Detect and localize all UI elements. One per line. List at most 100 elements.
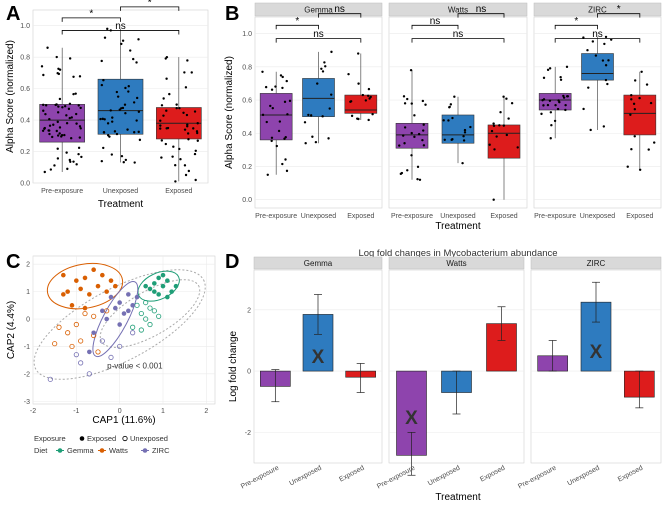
a-data-point bbox=[48, 132, 51, 136]
a-data-point bbox=[68, 102, 72, 105]
b-data-point bbox=[492, 198, 495, 201]
b-data-point bbox=[553, 119, 557, 123]
a-y-tick-label: 0.2 bbox=[20, 149, 30, 156]
a-data-point bbox=[79, 127, 82, 130]
c-point-unexposed bbox=[78, 360, 84, 366]
c-legend-label: Gemma bbox=[67, 446, 95, 455]
a-data-point bbox=[49, 168, 53, 171]
c-point-exposed bbox=[147, 286, 153, 292]
c-point-unexposed bbox=[69, 343, 75, 350]
b-x-tick-label: Pre-exposure bbox=[255, 213, 297, 220]
d-marker: X bbox=[405, 408, 418, 429]
b-data-point bbox=[321, 70, 325, 73]
b-data-point bbox=[421, 138, 424, 142]
b-data-point bbox=[283, 100, 287, 104]
d-marker: X bbox=[312, 347, 325, 368]
a-data-point bbox=[186, 123, 189, 126]
c-point-unexposed bbox=[65, 330, 71, 336]
a-data-point bbox=[159, 127, 162, 130]
b-data-point bbox=[461, 161, 464, 165]
d-x-tick-label: Unexposed bbox=[566, 465, 601, 488]
a-data-point bbox=[186, 59, 189, 62]
a-data-point bbox=[51, 135, 54, 139]
c-legend-label: ZIRC bbox=[152, 446, 170, 455]
b-x-tick-label: Exposed bbox=[490, 213, 517, 220]
a-data-point bbox=[192, 127, 195, 130]
c-point-exposed bbox=[100, 272, 105, 278]
b-data-point bbox=[638, 96, 641, 100]
panel-b: Gemma 0.0 0.2 0.4 0.6 0.8 1.0 ns * ns Pre-exposure… bbox=[224, 2, 662, 232]
a-data-point bbox=[58, 97, 62, 101]
b-data-point bbox=[550, 124, 553, 127]
b-data-point bbox=[626, 165, 629, 168]
a-data-point bbox=[69, 160, 72, 163]
d-title: Log fold changes in Mycobacterium abunda… bbox=[358, 248, 557, 259]
b-data-point bbox=[311, 135, 314, 138]
a-data-point bbox=[162, 114, 165, 117]
b-data-point bbox=[285, 79, 288, 83]
b-data-point bbox=[367, 118, 370, 122]
b-data-point bbox=[492, 122, 495, 125]
a-data-point bbox=[102, 131, 106, 134]
b-significance-bracket bbox=[554, 24, 598, 30]
d-x-tick-label: Exposed bbox=[479, 465, 506, 484]
c-legend-title: Diet bbox=[34, 446, 48, 455]
a-data-point bbox=[79, 106, 82, 110]
a-data-point bbox=[127, 90, 130, 93]
c-legend-key bbox=[122, 435, 128, 442]
a-data-point bbox=[56, 147, 59, 150]
a-data-point bbox=[172, 145, 175, 148]
a-y-tick-label: 1.0 bbox=[20, 23, 30, 30]
c-point-unexposed bbox=[47, 376, 53, 382]
a-x-tick-label: Pre-exposure bbox=[41, 188, 83, 195]
c-ellipse-zirc bbox=[92, 281, 139, 358]
b-data-point bbox=[594, 54, 598, 57]
a-data-point bbox=[58, 132, 61, 135]
b-data-point bbox=[492, 124, 496, 128]
b-data-point bbox=[548, 99, 552, 102]
d-x-tick-label: Unexposed bbox=[288, 465, 323, 488]
b-data-point bbox=[324, 65, 327, 68]
a-data-point bbox=[137, 130, 140, 134]
a-data-point bbox=[132, 57, 135, 61]
b-data-point bbox=[564, 103, 567, 107]
a-data-point bbox=[194, 178, 197, 182]
a-data-point bbox=[74, 92, 77, 95]
b-data-point bbox=[264, 85, 268, 89]
c-point-exposed bbox=[126, 308, 131, 314]
a-data-point bbox=[183, 128, 187, 131]
b-data-point bbox=[505, 133, 509, 137]
b-box bbox=[581, 53, 614, 81]
b-data-point bbox=[281, 86, 284, 90]
a-data-point bbox=[48, 117, 51, 121]
b-facet-title: Gemma bbox=[304, 6, 333, 15]
c-point-unexposed bbox=[147, 305, 153, 311]
b-data-point bbox=[565, 65, 569, 69]
b-data-point bbox=[285, 169, 289, 173]
b-data-point bbox=[630, 98, 633, 101]
panel-a: 0.0 0.2 0.4 0.6 0.8 1.0 ns * * Pre-exposure Unexpo… bbox=[5, 0, 209, 210]
b-data-point bbox=[316, 82, 319, 85]
c-y-axis-title: CAP2 (4.4%) bbox=[6, 301, 17, 359]
a-data-point bbox=[100, 59, 103, 63]
b-data-point bbox=[288, 99, 292, 103]
c-point-exposed bbox=[91, 330, 96, 336]
b-data-point bbox=[284, 136, 287, 139]
c-x-tick-label: -2 bbox=[30, 408, 36, 415]
b-data-point bbox=[279, 74, 283, 77]
a-data-point bbox=[100, 83, 104, 87]
a-data-point bbox=[175, 106, 178, 110]
b-box bbox=[259, 93, 293, 141]
c-point-unexposed bbox=[143, 299, 149, 306]
b-data-point bbox=[638, 168, 642, 171]
a-data-point bbox=[65, 114, 68, 117]
b-data-point bbox=[609, 38, 613, 41]
d-facet-strip bbox=[388, 256, 525, 270]
b-x-tick-label: Unexposed bbox=[580, 213, 616, 220]
c-y-tick-label: 0 bbox=[26, 317, 30, 324]
b-data-point bbox=[630, 94, 633, 97]
b-y-tick-label: 0.0 bbox=[242, 197, 252, 204]
a-data-point bbox=[80, 155, 83, 159]
a-data-point bbox=[56, 111, 60, 114]
b-facet-title: Watts bbox=[448, 6, 468, 15]
